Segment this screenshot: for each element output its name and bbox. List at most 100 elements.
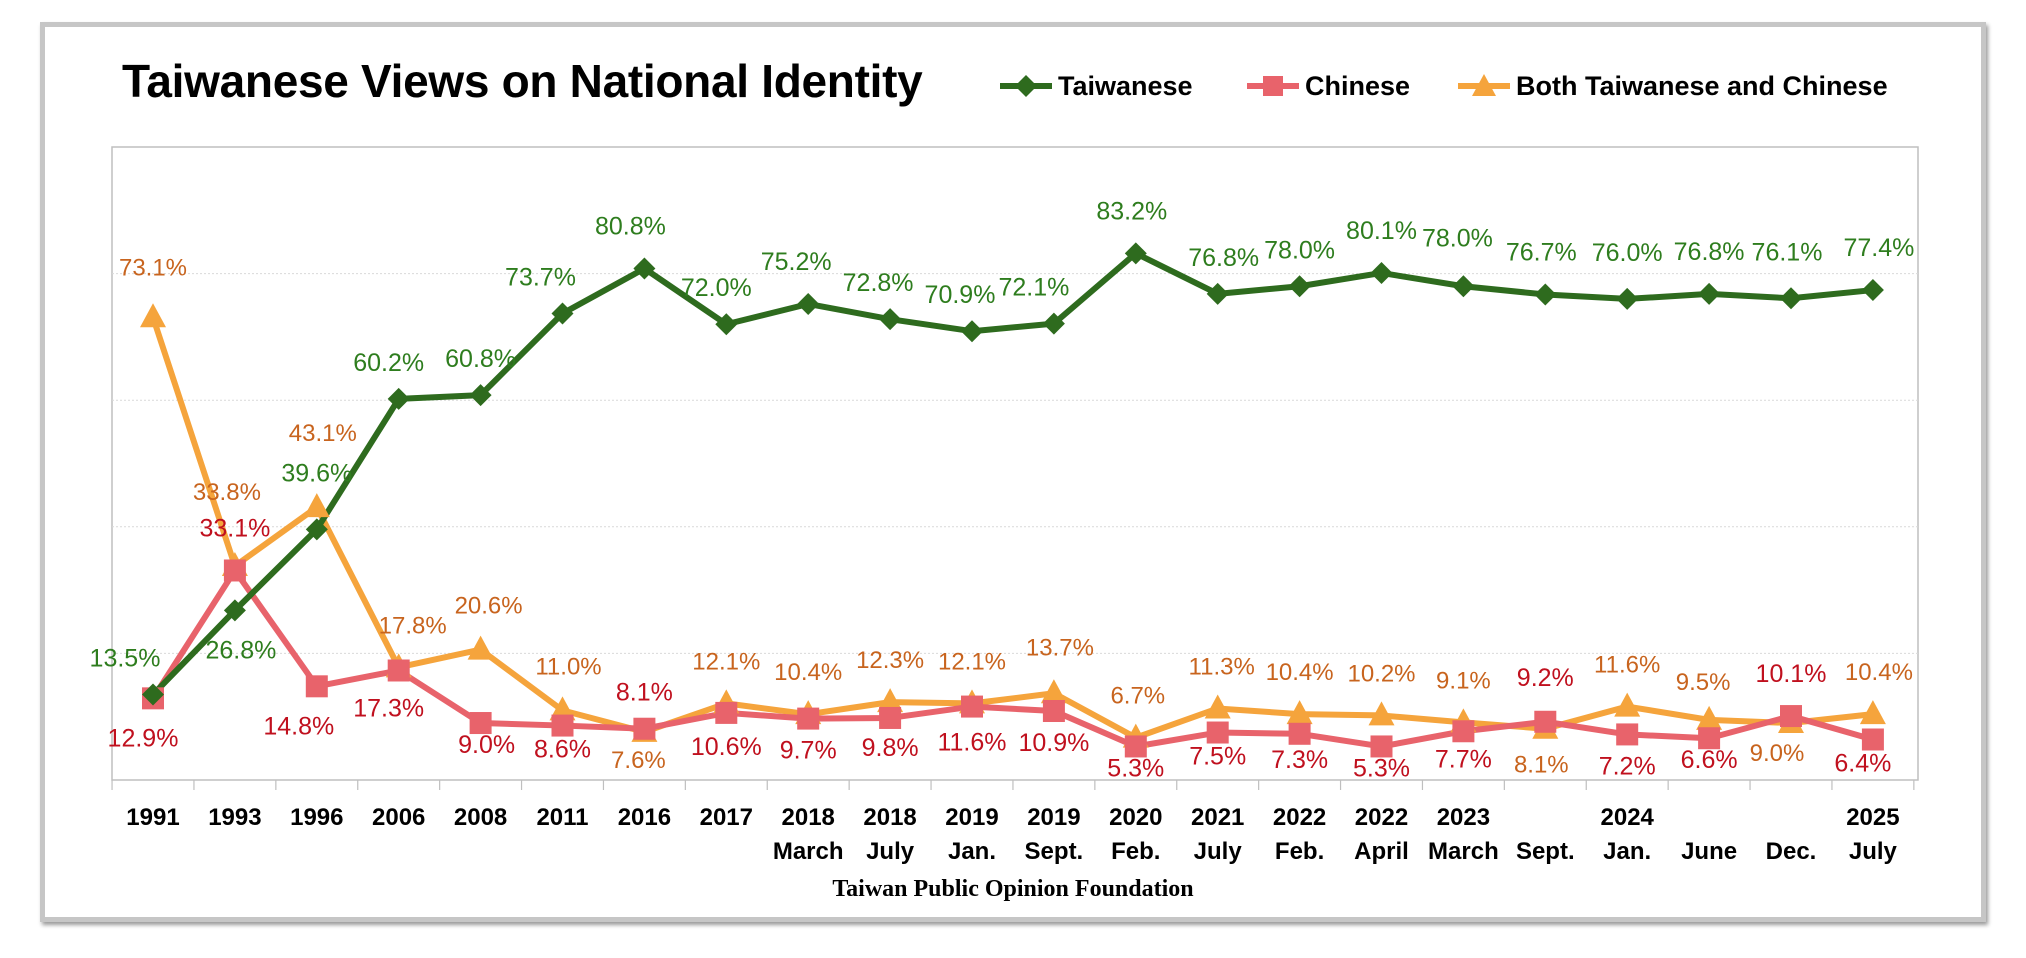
data-label: 72.0% [681,274,752,302]
data-label: 11.6% [937,729,1006,757]
data-label: 9.5% [1676,669,1731,696]
data-label: 76.8% [1188,244,1259,272]
data-label: 12.9% [108,724,179,752]
point-taiwanese [305,518,328,541]
x-tick-label: 2023 [1437,804,1490,831]
data-label: 11.6% [1594,652,1660,679]
data-label: 10.6% [691,733,762,761]
point-taiwanese [633,257,656,280]
point-taiwanese [1616,287,1639,310]
x-tick-label: 2019 [1027,804,1080,831]
legend-marker-triangle-icon [1458,74,1510,96]
x-tick-label: 2011 [536,804,588,831]
data-label: 83.2% [1096,197,1167,225]
x-tick-label: 1991 [126,804,179,831]
point-both [467,635,494,660]
x-tick-label: Feb. [1275,838,1324,865]
legend-label: Taiwanese [1058,70,1193,101]
legend-item-both: Both Taiwanese and Chinese [1456,68,1888,104]
data-label: 12.1% [938,648,1006,675]
legend-label: Both Taiwanese and Chinese [1516,70,1888,101]
data-label: 39.6% [281,459,352,487]
point-chinese [1288,722,1311,745]
data-label: 8.1% [616,679,673,707]
legend-marker-diamond-icon [1000,75,1052,97]
point-both [549,696,576,721]
point-chinese [223,559,246,582]
x-tick-label: July [866,838,915,865]
data-label: 10.4% [1266,659,1334,686]
point-taiwanese [551,302,574,325]
point-both [1286,700,1313,725]
point-both [1614,692,1641,717]
data-label: 13.7% [1026,634,1094,661]
data-label: 10.2% [1347,660,1415,687]
data-label: 7.6% [611,747,666,774]
data-label: 72.1% [998,274,1069,302]
series-line-2 [150,316,1874,741]
x-tick-label: 2006 [372,804,425,831]
point-taiwanese [961,320,983,343]
point-taiwanese [1124,242,1147,265]
point-both [1040,679,1067,704]
data-label: 60.8% [445,345,516,373]
point-both [140,303,166,328]
data-label: 26.8% [205,636,276,664]
point-chinese [1370,735,1393,758]
series-markers [140,242,1886,758]
data-label: 73.7% [505,263,576,291]
data-label: 75.2% [761,248,832,276]
point-chinese [1616,723,1639,746]
data-label: 12.3% [856,647,924,674]
data-label: 9.0% [458,731,515,759]
x-tick-label: 1993 [208,804,261,831]
data-label: 80.8% [595,213,666,241]
data-label: 5.3% [1107,754,1164,782]
point-chinese [797,707,820,730]
series-line-0 [150,250,1874,697]
x-tick-label: July [1849,838,1898,865]
point-chinese [633,717,656,740]
point-taiwanese [1861,279,1884,302]
point-both [1859,700,1886,725]
data-label: 8.1% [1514,752,1569,779]
data-labels: 13.5% 26.8% 39.6% 60.2% 60.8% 73.7% 80.8% 72.0%… [90,197,1915,782]
x-tick-label: 2025 [1846,804,1899,831]
point-chinese [879,706,902,729]
plot-area [111,146,1919,781]
point-taiwanese [142,683,164,706]
data-label: 11.0% [535,653,601,680]
data-label: 10.9% [1018,729,1089,757]
x-tick-label: 2022 [1273,804,1326,831]
series-line-1 [150,567,1874,750]
x-tick-label: July [1194,838,1243,865]
legend-item-chinese: Chinese [1245,68,1410,104]
x-tick-label: Dec. [1766,838,1817,865]
x-tick-label: April [1354,838,1409,865]
point-chinese [469,712,492,735]
source-note: Taiwan Public Opinion Foundation [832,876,1194,902]
x-tick-label: 2016 [618,804,671,831]
data-label: 12.1% [692,648,760,675]
data-label: 6.7% [1110,683,1165,710]
point-chinese [305,675,328,698]
data-label: 11.3% [1189,653,1255,680]
data-label: 60.2% [353,349,424,377]
data-label: 72.8% [843,269,914,297]
x-tick-label: Sept. [1516,838,1575,865]
point-chinese [961,695,983,718]
x-tick-label: Jan. [948,838,996,865]
data-label: 5.3% [1353,754,1410,782]
x-tick-label: 2018 [863,804,916,831]
point-chinese [1698,727,1721,750]
point-taiwanese [1042,312,1065,335]
data-label: 78.0% [1264,236,1335,264]
data-label: 33.8% [193,479,261,506]
point-taiwanese [223,599,246,622]
x-tick-label: Sept. [1025,838,1084,865]
point-both [1368,701,1395,726]
x-tick-label: 2021 [1191,804,1244,831]
data-label: 76.7% [1506,238,1577,266]
data-label: 7.7% [1435,745,1492,773]
